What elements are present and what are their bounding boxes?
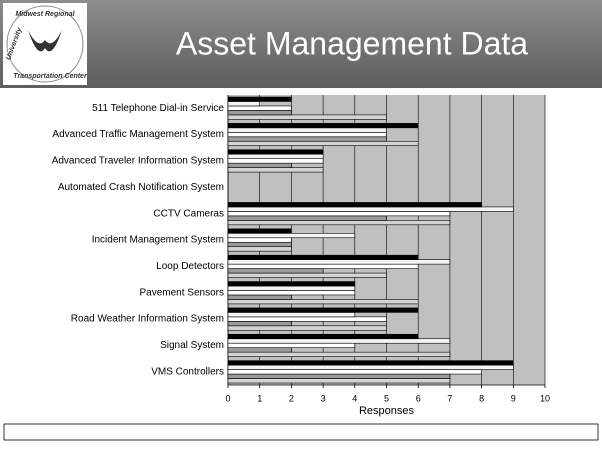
bar <box>227 153 324 159</box>
bar <box>227 294 292 300</box>
bar <box>227 333 419 340</box>
y-tick-label: Incident Management System <box>92 235 224 246</box>
y-tick-label: Signal System <box>160 340 224 351</box>
bar <box>227 105 292 111</box>
x-tick-label: 0 <box>225 393 230 403</box>
x-tick-label: 3 <box>321 393 326 403</box>
bar <box>227 299 419 305</box>
bar <box>227 316 387 322</box>
bar <box>227 259 451 265</box>
bar <box>227 378 451 384</box>
x-tick-label: 4 <box>352 393 357 403</box>
y-tick-label: CCTV Cameras <box>153 208 224 219</box>
bar <box>227 237 292 243</box>
bar <box>227 136 387 142</box>
bar <box>227 364 514 370</box>
bar <box>227 101 261 107</box>
bar <box>227 123 419 129</box>
bar <box>227 246 292 252</box>
bar <box>227 369 482 375</box>
x-axis-title: Responses <box>359 405 415 417</box>
x-tick-label: 8 <box>479 393 484 403</box>
bar <box>227 347 292 353</box>
bar <box>227 96 292 102</box>
bar <box>227 272 387 278</box>
x-tick-label: 5 <box>384 393 389 403</box>
x-tick-label: 6 <box>416 393 421 403</box>
bar <box>227 263 419 269</box>
x-tick-label: 2 <box>289 393 294 403</box>
logo-text: Transportation Center <box>13 73 88 80</box>
bar <box>227 321 292 327</box>
bar <box>227 149 324 155</box>
bar <box>227 290 356 296</box>
logo-text: Midwest Regional <box>15 11 75 18</box>
bar <box>227 158 324 164</box>
bar <box>227 127 387 133</box>
bar <box>227 110 292 116</box>
bar <box>227 162 292 168</box>
y-tick-label: Pavement Sensors <box>140 287 225 298</box>
x-tick-label: 7 <box>447 393 452 403</box>
y-tick-label: Advanced Traffic Management System <box>52 129 224 140</box>
bar <box>227 206 514 212</box>
bar <box>227 281 356 287</box>
y-tick-label: VMS Controllers <box>151 366 224 377</box>
bar <box>227 114 387 120</box>
legend-box <box>3 423 599 441</box>
bar <box>227 373 451 379</box>
y-tick-label: Loop Detectors <box>156 261 224 272</box>
x-tick-label: 1 <box>257 393 262 403</box>
y-tick-label: 511 Telephone Dial-in Service <box>92 103 224 114</box>
bar <box>227 254 419 260</box>
logo-emblem <box>28 30 62 52</box>
slide-title: Asset Management Data <box>176 25 528 61</box>
bar <box>227 241 292 248</box>
bar <box>227 342 356 348</box>
bar <box>227 360 514 366</box>
bar <box>227 140 419 147</box>
bar <box>227 211 451 217</box>
bar <box>227 215 387 221</box>
bar <box>227 202 482 208</box>
bar <box>227 312 356 318</box>
x-tick-label: 9 <box>511 393 516 403</box>
bar <box>227 351 451 357</box>
bar <box>227 132 387 138</box>
bar <box>227 228 292 234</box>
logo-ring <box>6 5 84 83</box>
bar <box>227 232 356 239</box>
bar <box>227 268 324 274</box>
bar <box>227 325 387 331</box>
y-tick-label: Advanced Traveler Information System <box>52 156 224 167</box>
y-tick-label: Automated Crash Notification System <box>58 182 224 193</box>
x-tick-label: 10 <box>540 393 550 403</box>
bar <box>227 338 451 344</box>
bar <box>227 307 419 313</box>
y-tick-label: Road Weather Information System <box>71 314 224 325</box>
bar <box>227 285 356 291</box>
header-band <box>0 0 602 88</box>
bar <box>227 167 324 173</box>
bar <box>227 220 451 226</box>
